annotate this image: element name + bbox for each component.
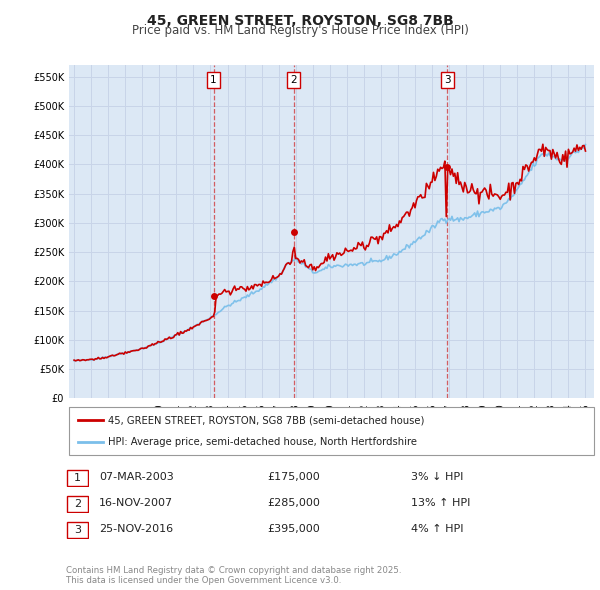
- Text: HPI: Average price, semi-detached house, North Hertfordshire: HPI: Average price, semi-detached house,…: [109, 437, 418, 447]
- Text: £395,000: £395,000: [267, 524, 320, 533]
- Text: £285,000: £285,000: [267, 498, 320, 507]
- Text: 3: 3: [74, 525, 81, 535]
- FancyBboxPatch shape: [67, 470, 88, 486]
- Text: 25-NOV-2016: 25-NOV-2016: [99, 524, 173, 533]
- Text: 13% ↑ HPI: 13% ↑ HPI: [411, 498, 470, 507]
- Text: 45, GREEN STREET, ROYSTON, SG8 7BB: 45, GREEN STREET, ROYSTON, SG8 7BB: [146, 14, 454, 28]
- Text: Price paid vs. HM Land Registry's House Price Index (HPI): Price paid vs. HM Land Registry's House …: [131, 24, 469, 37]
- Text: 1: 1: [74, 473, 81, 483]
- Text: 1: 1: [210, 75, 217, 85]
- FancyBboxPatch shape: [67, 496, 88, 512]
- Text: 2: 2: [290, 75, 297, 85]
- Text: 3: 3: [444, 75, 451, 85]
- Text: 45, GREEN STREET, ROYSTON, SG8 7BB (semi-detached house): 45, GREEN STREET, ROYSTON, SG8 7BB (semi…: [109, 415, 425, 425]
- Text: 16-NOV-2007: 16-NOV-2007: [99, 498, 173, 507]
- FancyBboxPatch shape: [69, 407, 594, 455]
- Text: 3% ↓ HPI: 3% ↓ HPI: [411, 472, 463, 481]
- Text: £175,000: £175,000: [267, 472, 320, 481]
- Text: 4% ↑ HPI: 4% ↑ HPI: [411, 524, 463, 533]
- FancyBboxPatch shape: [67, 522, 88, 537]
- Text: Contains HM Land Registry data © Crown copyright and database right 2025.
This d: Contains HM Land Registry data © Crown c…: [66, 566, 401, 585]
- Text: 2: 2: [74, 499, 81, 509]
- Text: 07-MAR-2003: 07-MAR-2003: [99, 472, 174, 481]
